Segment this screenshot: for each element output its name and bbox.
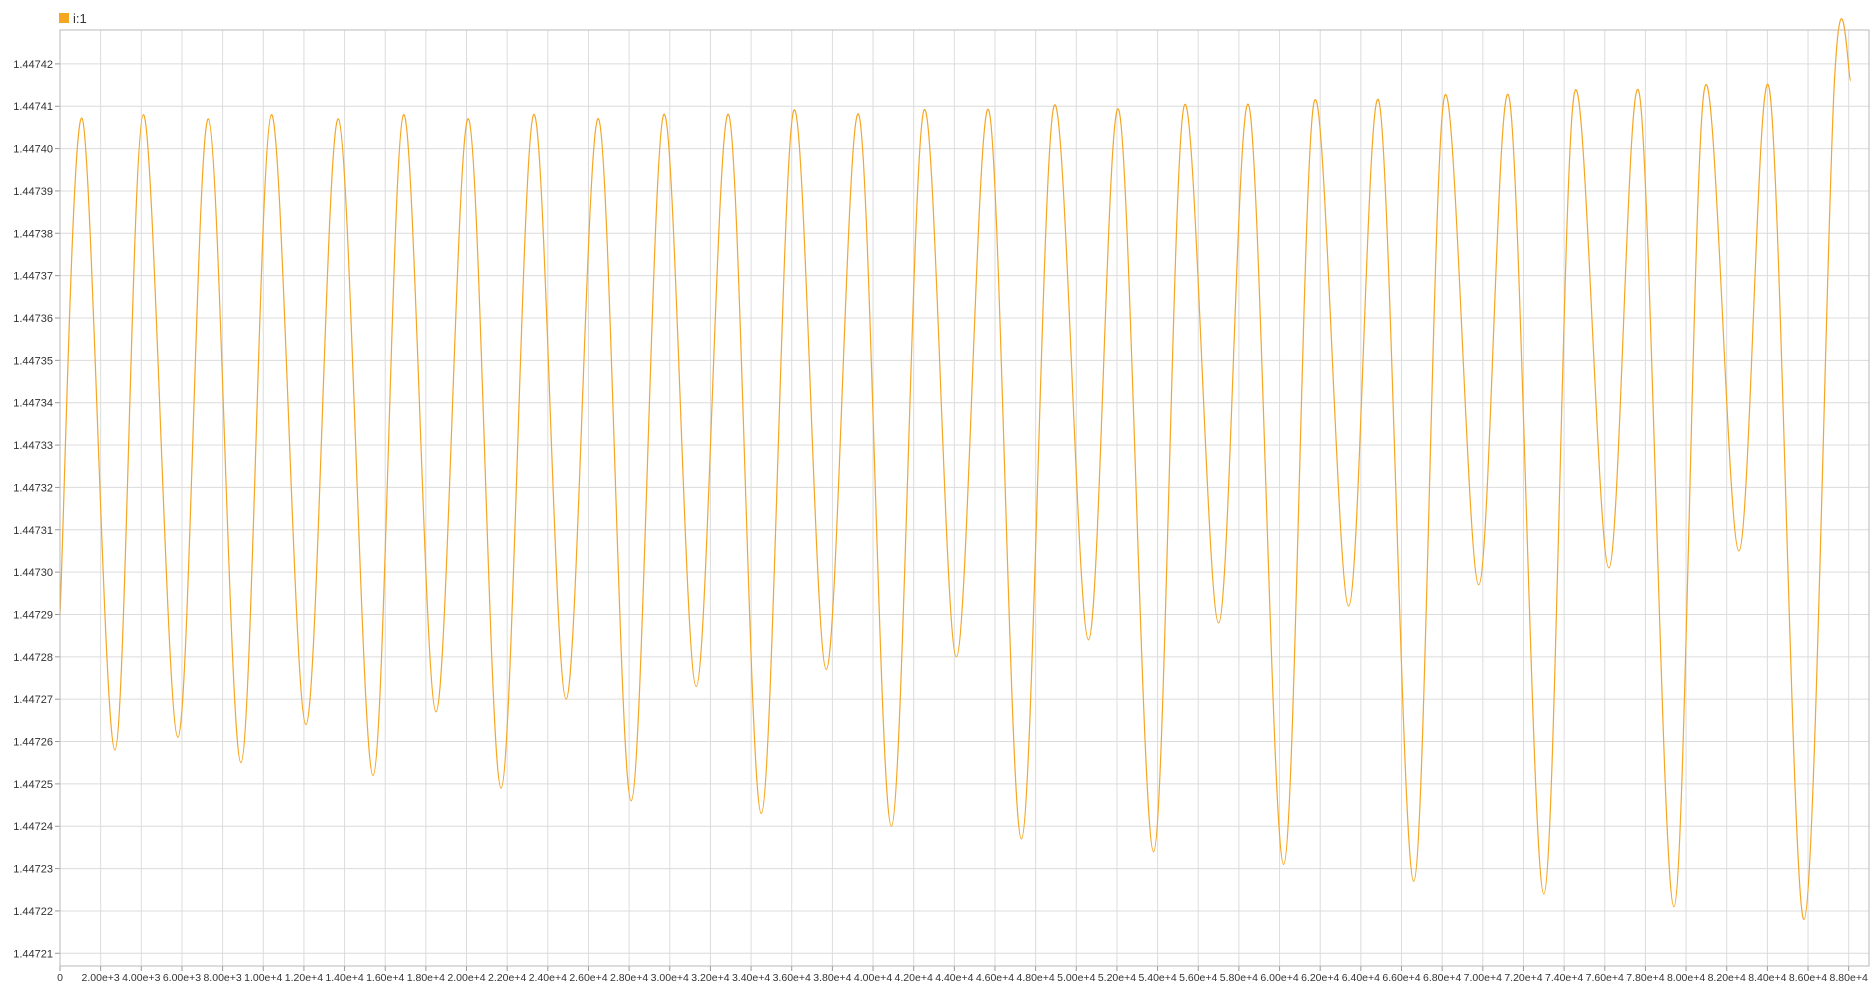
y-tick-label: 1.44738 — [13, 228, 53, 240]
x-tick-label: 8.20e+4 — [1708, 972, 1746, 984]
x-tick-label: 2.00e+3 — [82, 972, 120, 984]
y-tick-label: 1.44741 — [13, 101, 53, 113]
x-tick-label: 6.60e+4 — [1382, 972, 1420, 984]
x-tick-label: 2.80e+4 — [610, 972, 648, 984]
x-tick-label: 2.00e+4 — [447, 972, 485, 984]
x-tick-label: 5.80e+4 — [1220, 972, 1258, 984]
y-tick-label: 1.44739 — [13, 186, 53, 198]
x-tick-label: 4.00e+3 — [122, 972, 160, 984]
y-tick-label: 1.44733 — [13, 440, 53, 452]
x-tick-label: 6.00e+3 — [163, 972, 201, 984]
y-tick-label: 1.44724 — [13, 821, 53, 833]
y-tick-label: 1.44736 — [13, 313, 53, 325]
legend-swatch — [59, 13, 69, 23]
grid-lines — [59, 30, 1869, 966]
x-tick-label: 7.00e+4 — [1464, 972, 1502, 984]
x-tick-label: 5.60e+4 — [1179, 972, 1217, 984]
x-tick-label: 6.20e+4 — [1301, 972, 1339, 984]
x-tick-label: 2.60e+4 — [569, 972, 607, 984]
y-tick-label: 1.44735 — [13, 355, 53, 367]
x-tick-label: 7.60e+4 — [1586, 972, 1624, 984]
y-tick-label: 1.44731 — [13, 525, 53, 537]
x-tick-label: 8.00e+4 — [1667, 972, 1705, 984]
plot-area-border — [59, 29, 1870, 967]
x-tick-label: 3.60e+4 — [773, 972, 811, 984]
y-tick-label: 1.44723 — [13, 864, 53, 876]
x-tick-label: 8.60e+4 — [1789, 972, 1827, 984]
x-tick-label: 6.80e+4 — [1423, 972, 1461, 984]
x-tick-label: 7.20e+4 — [1504, 972, 1542, 984]
x-tick-label: 4.20e+4 — [895, 972, 933, 984]
x-tick-label: 7.40e+4 — [1545, 972, 1583, 984]
y-tick-label: 1.44742 — [13, 59, 53, 71]
x-tick-label: 3.00e+4 — [651, 972, 689, 984]
y-tick-label: 1.44729 — [13, 609, 53, 621]
y-tick-label: 1.44737 — [13, 271, 53, 283]
x-tick-label: 4.80e+4 — [1017, 972, 1055, 984]
x-tick-label: 3.20e+4 — [691, 972, 729, 984]
x-tick-label: 8.40e+4 — [1748, 972, 1786, 984]
x-tick-label: 1.60e+4 — [366, 972, 404, 984]
y-tick-label: 1.44740 — [13, 144, 53, 156]
series-layer — [59, 18, 1852, 921]
x-tick-label: 7.80e+4 — [1626, 972, 1664, 984]
x-axis-ticks: 0 2.00e+3 4.00e+3 6.00e+3 8.00e+3 1.00e+4 1.20… — [57, 966, 1868, 984]
x-tick-label: 1.20e+4 — [285, 972, 323, 984]
legend[interactable]: i:1 — [59, 9, 87, 27]
y-tick-label: 1.44734 — [13, 398, 53, 410]
x-tick-label: 5.00e+4 — [1057, 972, 1095, 984]
x-tick-label: 1.40e+4 — [325, 972, 363, 984]
series-line — [59, 18, 1852, 921]
y-tick-label: 1.44732 — [13, 482, 53, 494]
x-tick-label: 2.20e+4 — [488, 972, 526, 984]
x-tick-label: 3.40e+4 — [732, 972, 770, 984]
x-tick-label: 6.40e+4 — [1342, 972, 1380, 984]
x-tick-label: 3.80e+4 — [813, 972, 851, 984]
x-tick-label: 1.00e+4 — [244, 972, 282, 984]
y-tick-label: 1.44726 — [13, 737, 53, 749]
x-tick-label: 5.20e+4 — [1098, 972, 1136, 984]
x-tick-label: 4.40e+4 — [935, 972, 973, 984]
x-tick-label: 8.00e+3 — [203, 972, 241, 984]
x-tick-label: 1.80e+4 — [407, 972, 445, 984]
y-axis-ticks: 1.44721 1.44722 1.44723 1.44724 1.44725 1.447… — [13, 59, 60, 960]
y-tick-label: 1.44728 — [13, 652, 53, 664]
x-tick-label: 0 — [57, 972, 63, 984]
y-tick-label: 1.44730 — [13, 567, 53, 579]
x-tick-label: 2.40e+4 — [529, 972, 567, 984]
legend-label: i:1 — [73, 10, 87, 26]
y-tick-label: 1.44722 — [13, 906, 53, 918]
x-tick-label: 6.00e+4 — [1260, 972, 1298, 984]
x-tick-label: 5.40e+4 — [1138, 972, 1176, 984]
x-tick-label: 4.00e+4 — [854, 972, 892, 984]
x-tick-label: 4.60e+4 — [976, 972, 1014, 984]
y-tick-label: 1.44725 — [13, 779, 53, 791]
y-tick-label: 1.44721 — [13, 948, 53, 960]
y-tick-label: 1.44727 — [13, 694, 53, 706]
x-tick-label: 8.80e+4 — [1830, 972, 1868, 984]
